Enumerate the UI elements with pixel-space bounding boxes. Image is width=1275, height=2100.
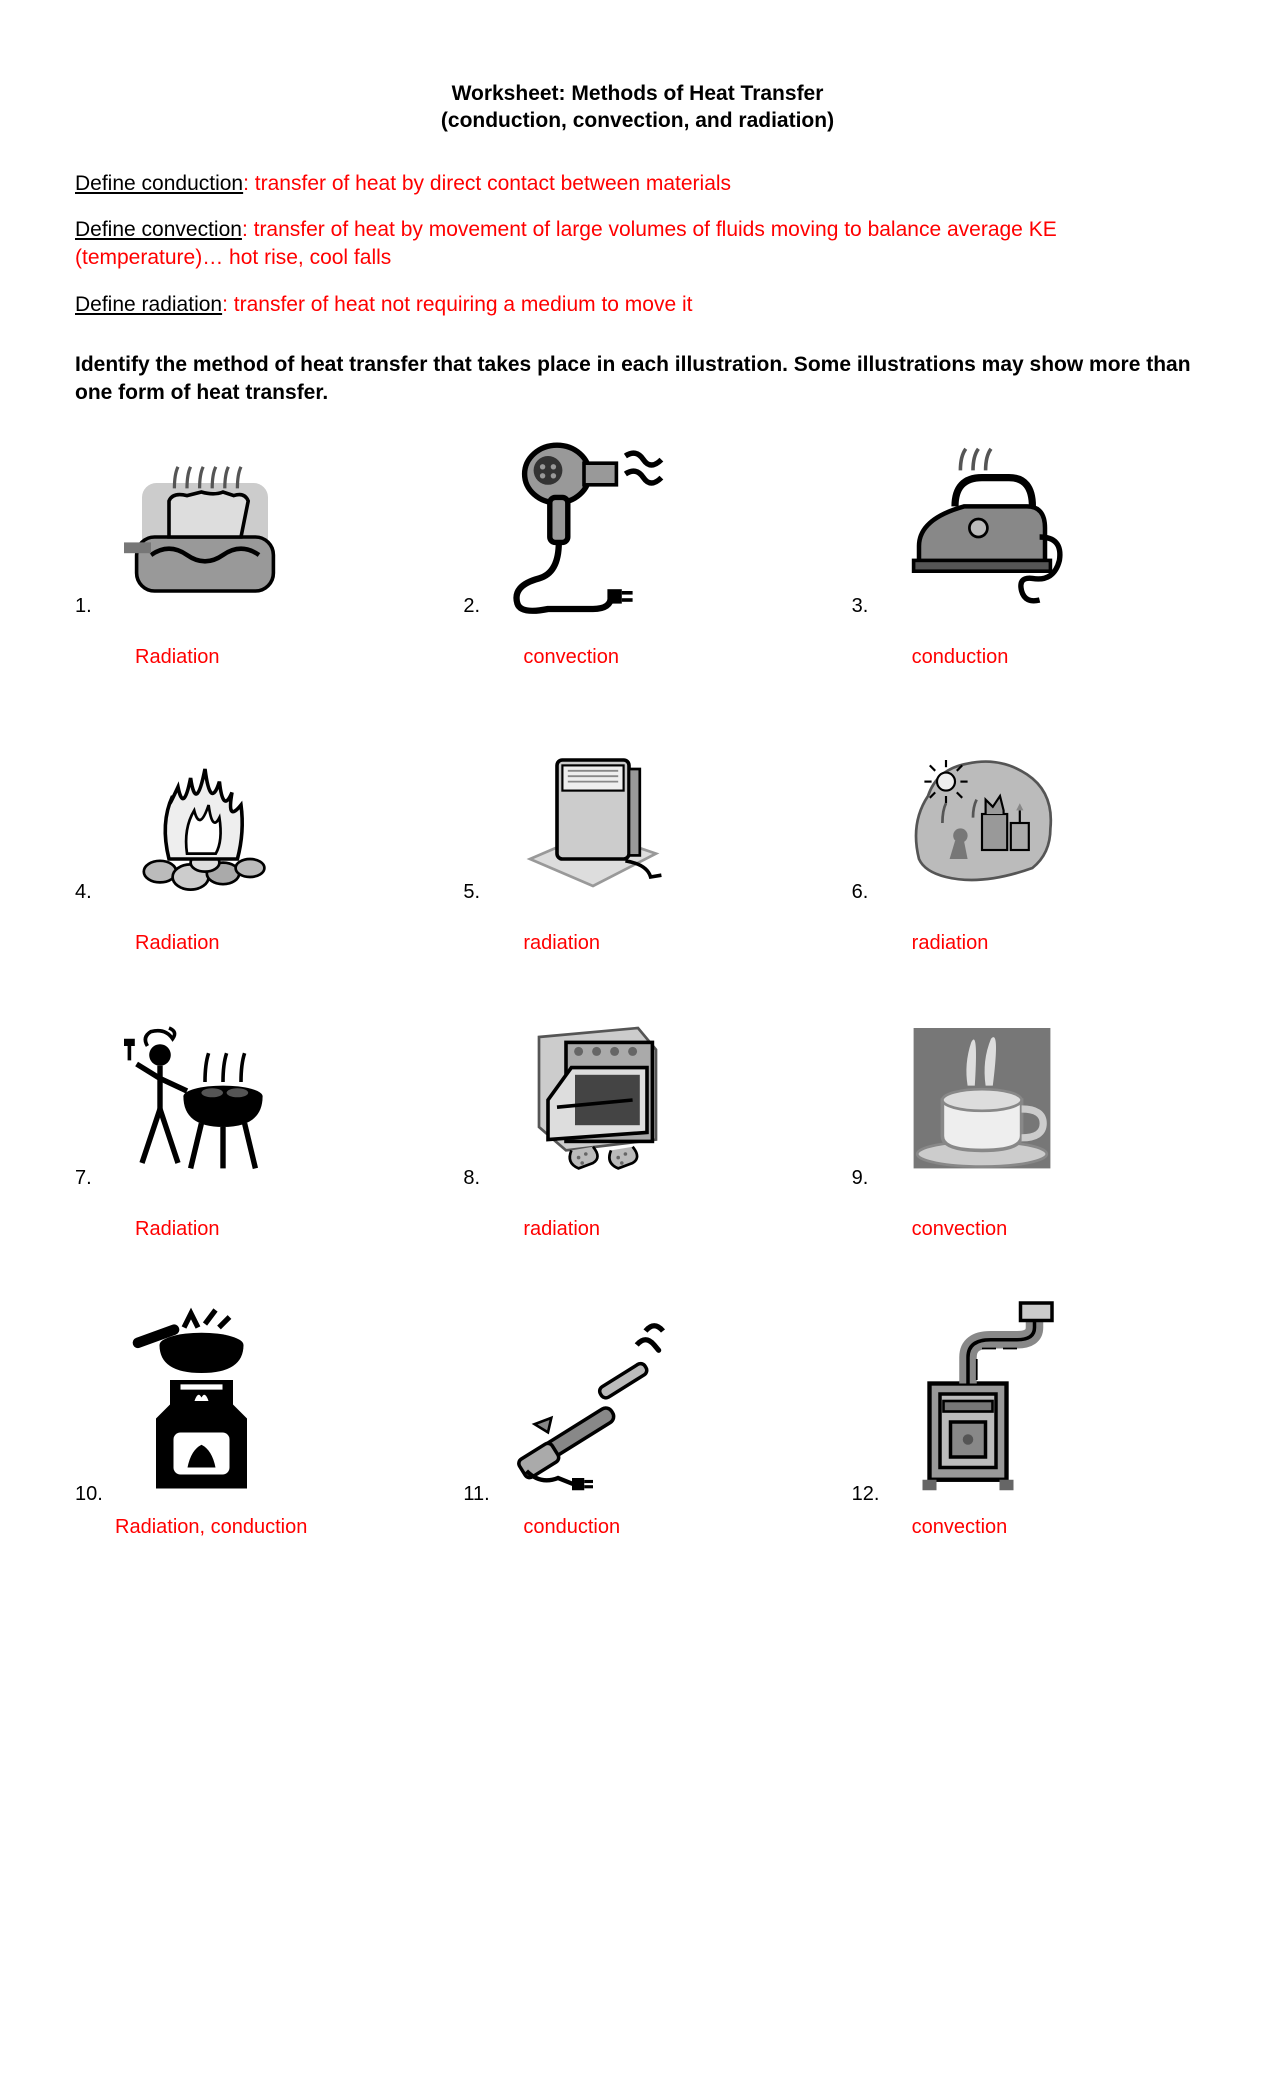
grill-icon <box>115 1010 295 1190</box>
item-number: 7. <box>75 1167 105 1190</box>
def-radiation-label: Define radiation <box>75 293 222 316</box>
grid-cell: 6. radiation <box>852 724 1200 955</box>
item-number: 8. <box>463 1167 493 1190</box>
curlingiron-icon <box>503 1296 683 1506</box>
grid-cell: 10. Radiation, conduction <box>75 1296 423 1539</box>
worksheet-title: Worksheet: Methods of Heat Transfer (con… <box>75 80 1200 135</box>
hairdryer-icon <box>503 438 683 618</box>
def-convection-label: Define convection <box>75 218 242 241</box>
item-number: 1. <box>75 595 105 618</box>
cup-icon <box>892 1010 1072 1190</box>
campfire-icon <box>115 724 295 904</box>
item-answer: Radiation <box>135 646 220 669</box>
item-answer: convection <box>912 1218 1008 1241</box>
title-line-2: (conduction, convection, and radiation) <box>75 107 1200 134</box>
item-answer: radiation <box>523 1218 600 1241</box>
item-number: 2. <box>463 595 493 618</box>
item-number: 5. <box>463 881 493 904</box>
stove-icon <box>115 1296 295 1506</box>
definition-convection: Define convection: transfer of heat by m… <box>75 216 1200 273</box>
grid-cell: 4. Radiation <box>75 724 423 955</box>
grid-cell: 2. convection <box>463 438 811 669</box>
iron-icon <box>892 438 1072 618</box>
item-number: 9. <box>852 1167 882 1190</box>
item-answer: conduction <box>912 646 1009 669</box>
item-answer: convection <box>912 1516 1008 1539</box>
item-number: 3. <box>852 595 882 618</box>
grid-cell: 12. convection <box>852 1296 1200 1539</box>
item-number: 11. <box>463 1483 493 1506</box>
instruction-text: Identify the method of heat transfer tha… <box>75 351 1200 408</box>
def-radiation-text: : transfer of heat not requiring a mediu… <box>222 293 692 316</box>
grid-cell: 1. Radiation <box>75 438 423 669</box>
definition-conduction: Define conduction: transfer of heat by d… <box>75 170 1200 198</box>
illustration-grid: 1. Radiation 2. <box>75 438 1200 1539</box>
item-number: 10. <box>75 1483 105 1506</box>
item-answer: conduction <box>523 1516 620 1539</box>
furnace-icon <box>892 1296 1072 1506</box>
item-answer: Radiation <box>135 932 220 955</box>
title-line-1: Worksheet: Methods of Heat Transfer <box>75 80 1200 107</box>
item-answer: convection <box>523 646 619 669</box>
item-answer: radiation <box>912 932 989 955</box>
item-number: 6. <box>852 881 882 904</box>
item-answer: Radiation <box>135 1218 220 1241</box>
toaster-icon <box>115 438 295 618</box>
spaceheater-icon <box>503 724 683 904</box>
def-conduction-label: Define conduction <box>75 172 243 195</box>
def-conduction-text: : transfer of heat by direct contact bet… <box>243 172 731 195</box>
definition-radiation: Define radiation: transfer of heat not r… <box>75 291 1200 319</box>
grid-cell: 11. conduction <box>463 1296 811 1539</box>
grid-cell: 3. conduction <box>852 438 1200 669</box>
item-answer: Radiation, conduction <box>115 1516 307 1539</box>
oven-icon <box>503 1010 683 1190</box>
grid-cell: 8. radiation <box>463 1010 811 1241</box>
grid-cell: 9. convection <box>852 1010 1200 1241</box>
grid-cell: 5. radiation <box>463 724 811 955</box>
item-number: 12. <box>852 1483 882 1506</box>
grid-cell: 7. <box>75 1010 423 1241</box>
sunbeach-icon <box>892 724 1072 904</box>
item-number: 4. <box>75 881 105 904</box>
item-answer: radiation <box>523 932 600 955</box>
